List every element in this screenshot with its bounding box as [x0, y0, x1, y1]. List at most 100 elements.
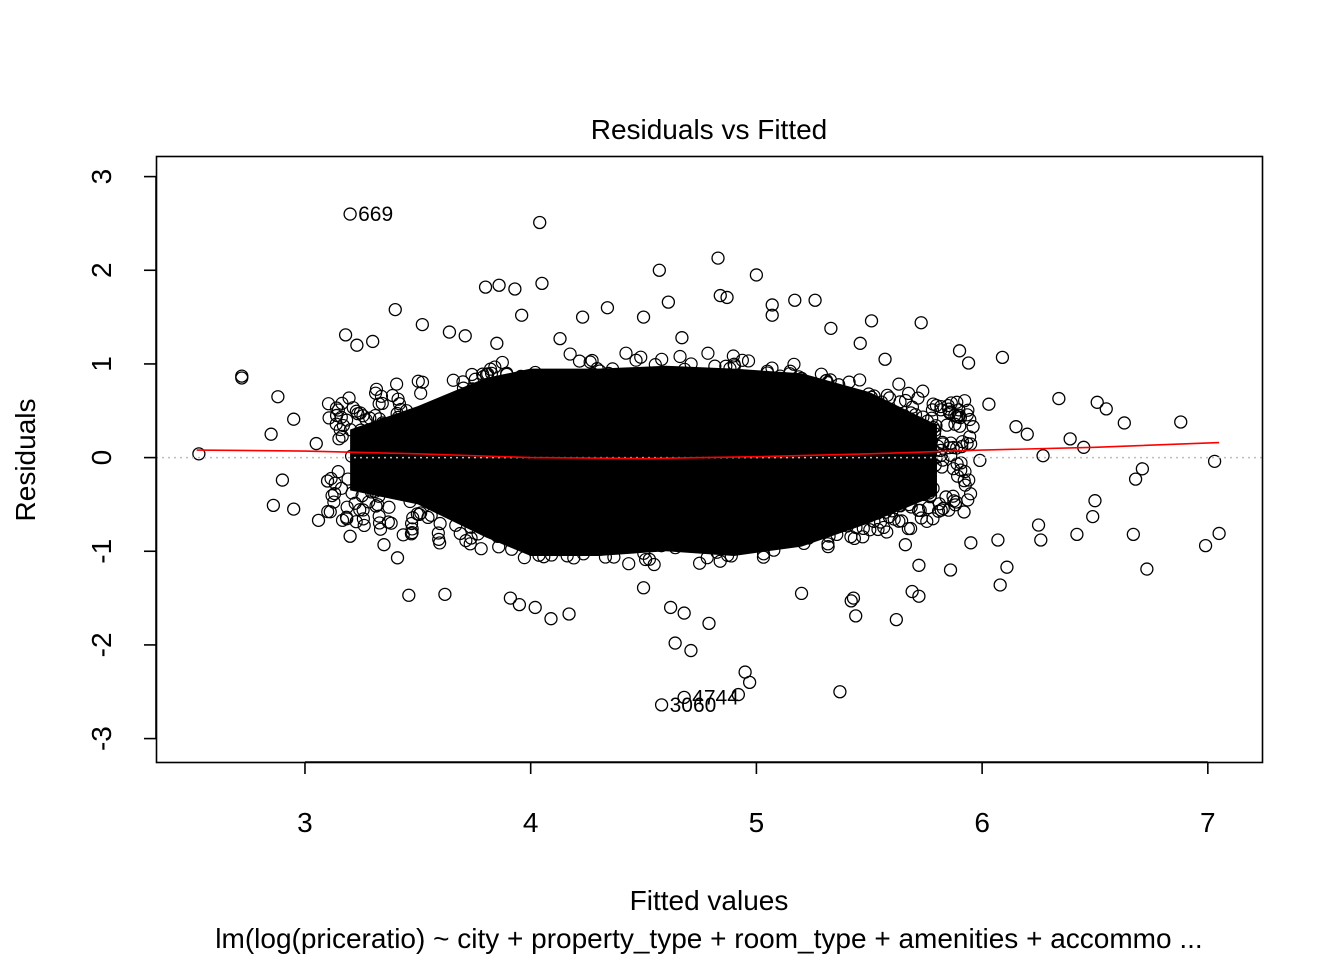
y-axis-label: Residuals [10, 399, 41, 522]
residual-point [796, 587, 808, 599]
residual-point [1175, 416, 1187, 428]
residual-point [1118, 417, 1130, 429]
x-tick-label: 4 [523, 807, 539, 838]
residual-point [906, 586, 918, 598]
residual-point [744, 676, 756, 688]
residual-point [750, 269, 762, 281]
residual-point [1064, 433, 1076, 445]
point-label: 669 [358, 203, 393, 226]
residual-point [265, 428, 277, 440]
residual-point [516, 309, 528, 321]
residual-point [1037, 450, 1049, 462]
x-tick-label: 5 [749, 807, 765, 838]
residual-point [554, 333, 566, 345]
residual-point [1033, 519, 1045, 531]
residual-point [1136, 463, 1148, 475]
residual-point [854, 337, 866, 349]
residual-point [983, 398, 995, 410]
residual-point [392, 552, 404, 564]
residual-point [845, 595, 857, 607]
residual-point [344, 530, 356, 542]
residual-point [1087, 511, 1099, 523]
x-axis-label: Fitted values [630, 885, 789, 916]
residual-point [915, 317, 927, 329]
residual-point [491, 337, 503, 349]
y-axis: -3-2-10123 [86, 169, 156, 751]
y-tick-label: -2 [86, 632, 117, 657]
residual-point [899, 539, 911, 551]
residual-point [412, 375, 424, 387]
chart-subtitle: lm(log(priceratio) ~ city + property_typ… [215, 923, 1202, 954]
y-tick-label: -1 [86, 539, 117, 564]
residual-point [967, 421, 979, 433]
residual-point [475, 543, 487, 555]
residual-point [712, 252, 724, 264]
residual-point [965, 537, 977, 549]
residual-point [389, 304, 401, 316]
residual-point [1200, 540, 1212, 552]
labeled-point [344, 208, 356, 220]
residual-point [416, 376, 428, 388]
residual-point [940, 491, 952, 503]
y-tick-label: 1 [86, 356, 117, 372]
chart-title: Residuals vs Fitted [591, 114, 828, 145]
residual-point [638, 582, 650, 594]
x-tick-label: 3 [297, 807, 313, 838]
residual-point [545, 613, 557, 625]
residual-point [994, 579, 1006, 591]
residual-point [845, 531, 857, 543]
residual-point [913, 559, 925, 571]
residual-point [974, 454, 986, 466]
residual-point [721, 291, 733, 303]
residual-point [403, 589, 415, 601]
residual-point [702, 347, 714, 359]
residual-point [1010, 421, 1022, 433]
residual-point [879, 353, 891, 365]
residual-point [288, 503, 300, 515]
labeled-point [656, 699, 668, 711]
residual-point [534, 217, 546, 229]
residual-point [1100, 403, 1112, 415]
residual-point [267, 499, 279, 511]
residual-point [529, 601, 541, 613]
residual-point [373, 510, 385, 522]
residual-point [638, 311, 650, 323]
residual-point [954, 345, 966, 357]
residual-point [789, 294, 801, 306]
residual-point [678, 607, 690, 619]
residual-point [866, 315, 878, 327]
residual-point [1089, 495, 1101, 507]
x-tick-label: 7 [1200, 807, 1216, 838]
residual-point [459, 330, 471, 342]
residual-point [1001, 561, 1013, 573]
residual-point [941, 419, 953, 431]
residual-point [809, 294, 821, 306]
residual-point [958, 506, 970, 518]
residual-point [674, 350, 686, 362]
residual-point [391, 378, 403, 390]
residual-point [322, 506, 334, 518]
residual-point [1053, 393, 1065, 405]
residual-point [416, 319, 428, 331]
residual-point [415, 387, 427, 399]
residual-point [367, 335, 379, 347]
residual-point [383, 501, 395, 513]
residual-point [963, 357, 975, 369]
residual-point [653, 264, 665, 276]
residual-point [1141, 563, 1153, 575]
residual-point [623, 558, 635, 570]
residual-point [439, 588, 451, 600]
residual-point [272, 391, 284, 403]
residual-point [703, 617, 715, 629]
residual-point [518, 552, 530, 564]
residual-point [669, 637, 681, 649]
residual-point [854, 374, 866, 386]
residual-point [788, 358, 800, 370]
residual-point [834, 686, 846, 698]
residual-point [513, 599, 525, 611]
residual-point [676, 332, 688, 344]
residual-point [648, 559, 660, 571]
residual-point [665, 601, 677, 613]
residual-point [996, 351, 1008, 363]
residual-point [913, 590, 925, 602]
